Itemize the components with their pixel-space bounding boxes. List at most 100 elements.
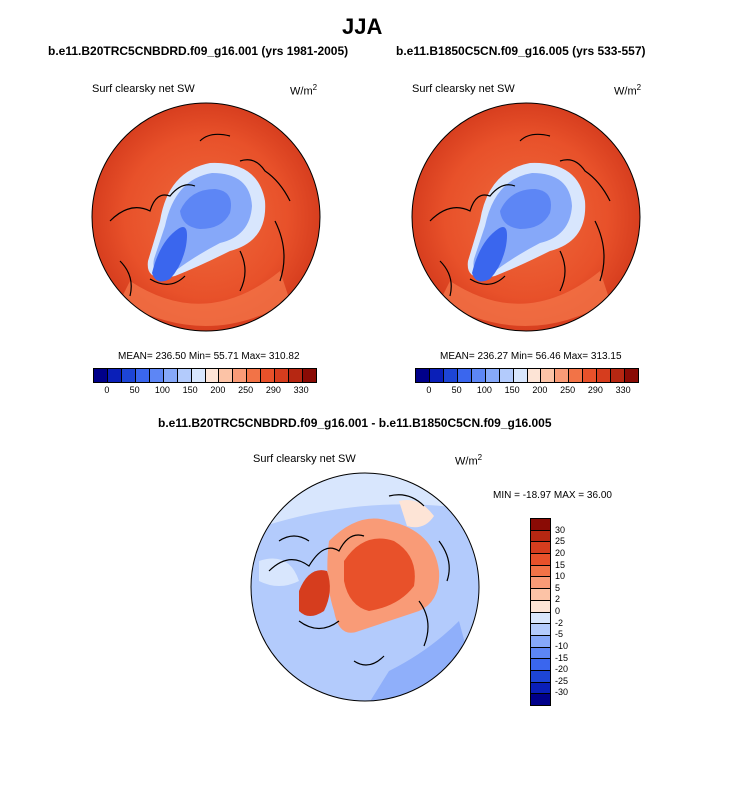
panel1-colorbar-segment	[289, 369, 304, 382]
panel2-colorbar-segment	[416, 369, 430, 382]
diff-tick: 2	[555, 594, 561, 605]
panel2-tick: 250	[560, 385, 576, 395]
panel1-tick: 200	[210, 385, 226, 395]
panel1-tick: 250	[238, 385, 254, 395]
diff-colorbar-segment	[531, 624, 550, 636]
panel1-colorbar-segment	[107, 369, 122, 382]
diff-colorbar	[530, 518, 551, 706]
panel1-colorbar-segment	[163, 369, 178, 382]
diff-tick: -30	[555, 687, 569, 698]
diff-tick: -2	[555, 617, 564, 628]
panel1-units-exp: 2	[312, 83, 318, 92]
diff-colorbar-segment	[531, 694, 550, 705]
diff-title: b.e11.B20TRC5CNBDRD.f09_g16.001 - b.e11.…	[158, 416, 552, 430]
diff-tick: -5	[555, 629, 564, 640]
panel2-colorbar-segment	[471, 369, 486, 382]
diff-colorbar-segment	[531, 635, 550, 648]
panel2-colorbar-segment	[527, 369, 542, 382]
panel2-tick: 100	[476, 385, 492, 395]
diff-polar-map	[250, 472, 480, 702]
diff-units: W/m2	[455, 453, 482, 468]
diff-tick: 25	[555, 536, 566, 547]
panel2-case-title: b.e11.B1850C5CN.f09_g16.005 (yrs 533-557…	[396, 44, 646, 58]
panel2-colorbar-segment	[597, 369, 612, 382]
panel1-colorbar-segment	[275, 369, 290, 382]
diff-stats: MIN = -18.97 MAX = 36.00	[493, 490, 612, 501]
panel1-colorbar-ticks: 0 50 100 150 200 250 290 330	[93, 385, 315, 397]
panel2-tick: 0	[426, 385, 432, 395]
panel1-tick: 330	[293, 385, 309, 395]
panel1-colorbar-segment	[261, 369, 276, 382]
panel1-ice-core	[180, 189, 231, 229]
panel2-tick: 150	[504, 385, 520, 395]
panel1-tick: 0	[104, 385, 110, 395]
panel1-colorbar-segment	[191, 369, 206, 382]
panel2-tick: 330	[615, 385, 631, 395]
diff-tick: -15	[555, 652, 569, 663]
panel2-colorbar-segment	[541, 369, 556, 382]
panel1-colorbar-segment	[121, 369, 136, 382]
panel2-colorbar-segment	[625, 369, 638, 382]
panel2-tick: 200	[532, 385, 548, 395]
diff-colorbar-segment	[531, 542, 550, 555]
panel2-colorbar-segment	[611, 369, 626, 382]
diff-coastline	[268, 494, 450, 666]
panel1-units-base: W/m	[290, 85, 313, 98]
panel1-tick: 290	[265, 385, 281, 395]
panel1-colorbar-segment	[94, 369, 108, 382]
panel1-colorbar-segment	[135, 369, 150, 382]
panel2-colorbar-segment	[555, 369, 570, 382]
diff-colorbar-segment	[531, 647, 550, 660]
diff-tick: 20	[555, 547, 566, 558]
panel2-variable-label: Surf clearsky net SW	[412, 83, 515, 95]
panel1-warm-band	[120, 271, 290, 326]
panel2-colorbar-segment	[457, 369, 472, 382]
panel1-tick: 150	[182, 385, 198, 395]
panel2-polar-map	[411, 102, 641, 332]
diff-units-exp: 2	[477, 453, 483, 462]
panel2-colorbar-segment	[569, 369, 584, 382]
panel1-stats: MEAN= 236.50 Min= 55.71 Max= 310.82	[118, 351, 300, 362]
panel2-units: W/m2	[614, 83, 641, 98]
diff-tick: -10	[555, 640, 569, 651]
panel2-ice-core	[500, 189, 551, 229]
panel1-case-title: b.e11.B20TRC5CNBDRD.f09_g16.001 (yrs 198…	[48, 44, 349, 58]
panel1-colorbar-segment	[205, 369, 220, 382]
diff-tick: 30	[555, 524, 566, 535]
diff-tick: -25	[555, 675, 569, 686]
panel2-colorbar-segment	[443, 369, 458, 382]
panel2-colorbar-segment	[429, 369, 444, 382]
panel1-colorbar-segment	[233, 369, 248, 382]
panel1-coastline	[109, 133, 291, 297]
diff-colorbar-segment	[531, 565, 550, 578]
diff-units-base: W/m	[455, 455, 478, 468]
panel1-polar-map	[91, 102, 321, 332]
diff-variable-label: Surf clearsky net SW	[253, 453, 356, 465]
diff-colorbar-segment	[531, 659, 550, 671]
diff-colorbar-segment	[531, 554, 550, 566]
panel2-colorbar-segment	[499, 369, 514, 382]
panel1-greenland	[152, 227, 187, 282]
panel2-colorbar-segment	[485, 369, 500, 382]
panel2-coastline	[429, 133, 611, 297]
diff-colorbar-segment	[531, 682, 550, 695]
panel1-colorbar-segment	[303, 369, 316, 382]
diff-bottom-left-cool	[259, 558, 299, 586]
panel1-variable-label: Surf clearsky net SW	[92, 83, 195, 95]
panel1-tick: 50	[129, 385, 140, 395]
panel1-colorbar-segment	[177, 369, 192, 382]
diff-colorbar-segment	[531, 577, 550, 590]
panel2-units-base: W/m	[614, 85, 637, 98]
diff-colorbar-segment	[531, 530, 550, 543]
panel2-greenland	[472, 227, 507, 282]
diff-tick: -20	[555, 664, 569, 675]
diff-colorbar-ticks: 30 25 20 15 10 5 2 0 -2 -5 -10 -15 -20 -…	[555, 518, 585, 704]
diff-colorbar-segment	[531, 612, 550, 625]
panel1-colorbar-segment	[247, 369, 262, 382]
panel2-colorbar	[415, 368, 639, 383]
panel1-tick: 100	[154, 385, 170, 395]
panel2-stats: MEAN= 236.27 Min= 56.46 Max= 313.15	[440, 351, 622, 362]
diff-greenland-warm	[299, 570, 330, 616]
panel2-warm-band	[440, 271, 610, 326]
diff-colorbar-segment	[531, 670, 550, 683]
